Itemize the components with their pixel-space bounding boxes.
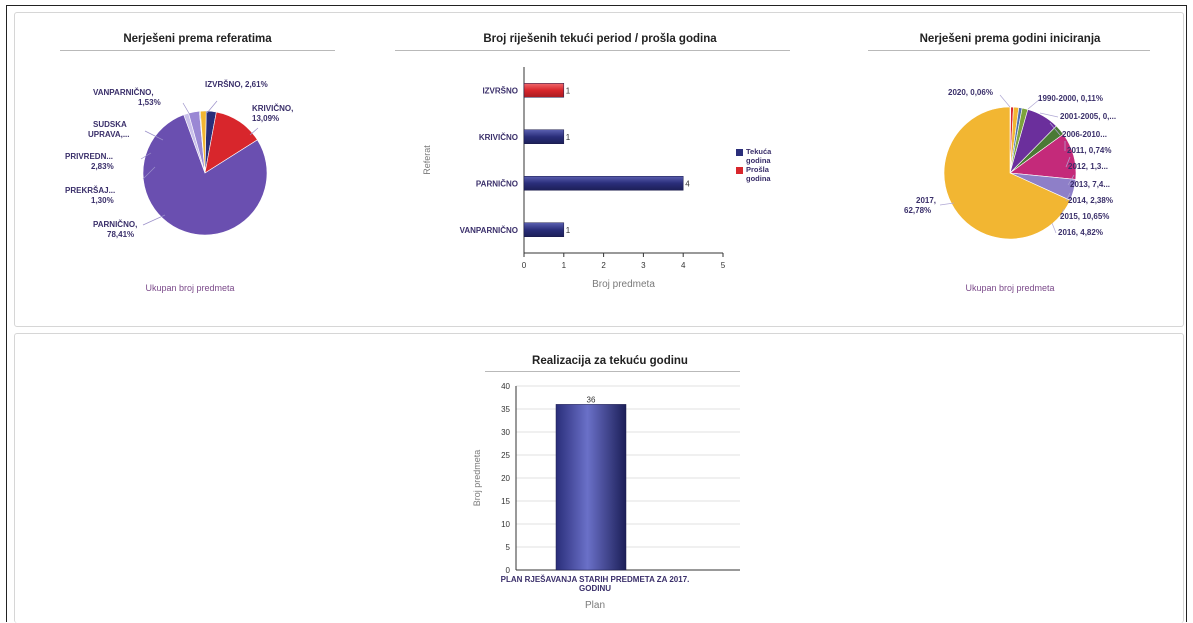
y-tick-label: 40 — [501, 382, 510, 391]
chart4-title: Realizacija za tekuću godinu — [480, 355, 740, 367]
chart1-title: Nerješeni prema referatima — [60, 33, 335, 45]
label-parnicno-value: 78,41% — [107, 230, 134, 239]
label-privredn: PRIVREDN... — [65, 152, 113, 161]
label-2011: 2011, 0,74% — [1067, 146, 1111, 155]
label-2017-value: 62,78% — [904, 206, 931, 215]
bar-data-label: 4 — [685, 179, 690, 188]
y-category-label: PARNIČNO — [476, 179, 518, 188]
x-axis-title: Broj predmeta — [592, 279, 655, 290]
y-category-label: VANPARNIČNO — [460, 226, 518, 235]
bar-tekuća-godina — [524, 130, 564, 144]
x-tick-label: 1 — [562, 261, 567, 270]
y-tick-label: 35 — [501, 405, 510, 414]
label-vanparnicno-value: 1,53% — [138, 98, 161, 107]
y-tick-label: 30 — [501, 428, 510, 437]
bar-data-label: 1 — [566, 86, 571, 95]
bar-data-label: 36 — [587, 395, 596, 404]
y-tick-label: 0 — [506, 566, 511, 575]
label-2012: 2012, 1,3... — [1068, 162, 1108, 171]
label-sudska: SUDSKA — [93, 120, 127, 129]
pie-chart-referat: IZVRŠNO, 2,61% KRIVIČNO,13,09% VANPARNIČNO… — [45, 55, 375, 285]
label-privredn-value: 2,83% — [91, 162, 114, 171]
label-krivicno-value: 13,09% — [252, 114, 279, 123]
x-tick-label: 5 — [721, 261, 726, 270]
chart2-title: Broj riješenih tekući period / prošla go… — [410, 33, 790, 45]
legend-label-current-2: godina — [746, 156, 771, 165]
y-category-label: KRIVIČNO — [479, 133, 518, 142]
label-prekrsaj: PREKRŠAJ... — [65, 186, 115, 195]
chart3-title-rule — [868, 50, 1150, 51]
x-category-label-2: GODINU — [579, 584, 611, 593]
chart2-title-rule — [395, 50, 790, 51]
x-tick-label: 3 — [641, 261, 646, 270]
leader-line — [143, 215, 165, 225]
leader-line — [183, 103, 190, 115]
label-2013: 2013, 7,4... — [1070, 180, 1110, 189]
chart4-title-rule — [485, 371, 740, 372]
legend-swatch-current — [736, 149, 743, 156]
bar-tekuća-godina — [524, 176, 683, 190]
label-2016: 2016, 4,82% — [1058, 228, 1103, 237]
chart1-caption: Ukupan broj predmeta — [110, 283, 270, 293]
bar-tekuća-godina — [524, 223, 564, 237]
chart3-caption: Ukupan broj predmeta — [930, 283, 1090, 293]
x-tick-label: 0 — [522, 261, 527, 270]
leader-line — [1000, 95, 1010, 107]
label-izvrsno: IZVRŠNO, 2,61% — [205, 80, 268, 89]
legend-label-previous: Prošla — [746, 165, 770, 174]
label-parnicno: PARNIČNO, — [93, 220, 137, 229]
label-sudska-value: UPRAVA,... — [88, 130, 129, 139]
label-2006-2010: 2006-2010... — [1062, 130, 1107, 139]
bar-data-label: 1 — [566, 133, 571, 142]
x-tick-label: 2 — [601, 261, 606, 270]
x-tick-label: 4 — [681, 261, 686, 270]
bar-chart-resolved: 0 1 2 3 4 5 Broj predmeta Referat IZVRŠNO 1 KRIVIČ… — [400, 55, 800, 305]
label-krivicno: KRIVIČNO, — [252, 104, 293, 113]
bar-prošla-godina — [524, 83, 564, 97]
x-category-label: PLAN RJEŠAVANJA STARIH PREDMETA ZA 2017. — [501, 575, 690, 584]
label-2015: 2015, 10,65% — [1060, 212, 1109, 221]
label-2001-2005: 2001-2005, 0,... — [1060, 112, 1116, 121]
y-axis-title: Referat — [422, 145, 432, 175]
x-axis-title: Plan — [585, 600, 605, 611]
y-category-label: IZVRŠNO — [482, 86, 518, 95]
chart1-title-rule — [60, 50, 335, 51]
y-tick-label: 5 — [506, 543, 511, 552]
y-tick-label: 15 — [501, 497, 510, 506]
y-tick-label: 10 — [501, 520, 510, 529]
label-1990-2000: 1990-2000, 0,11% — [1038, 94, 1103, 103]
legend-swatch-previous — [736, 167, 743, 174]
bar-chart-realization: 0 5 10 15 20 25 30 35 40 36 PLAN RJEŠAVANJA STARIH… — [460, 378, 790, 618]
y-axis-title: Broj predmeta — [472, 450, 482, 507]
label-prekrsaj-value: 1,30% — [91, 196, 114, 205]
y-tick-label: 25 — [501, 451, 510, 460]
leader-line — [1052, 223, 1056, 233]
y-tick-label: 20 — [501, 474, 510, 483]
label-vanparnicno: VANPARNIČNO, — [93, 88, 154, 97]
label-2014: 2014, 2,38% — [1068, 196, 1113, 205]
pie-chart-year: 2020, 0,06% 1990-2000, 0,11% 2001-2005, 0,… — [860, 55, 1190, 285]
label-2020: 2020, 0,06% — [948, 88, 993, 97]
legend-label-previous-2: godina — [746, 174, 771, 183]
chart3-title: Nerješeni prema godini iniciranja — [870, 33, 1150, 45]
label-2017: 2017, — [916, 196, 936, 205]
legend-label-current: Tekuća — [746, 147, 772, 156]
bar-data-label: 1 — [566, 226, 571, 235]
bar-plan — [556, 404, 626, 570]
